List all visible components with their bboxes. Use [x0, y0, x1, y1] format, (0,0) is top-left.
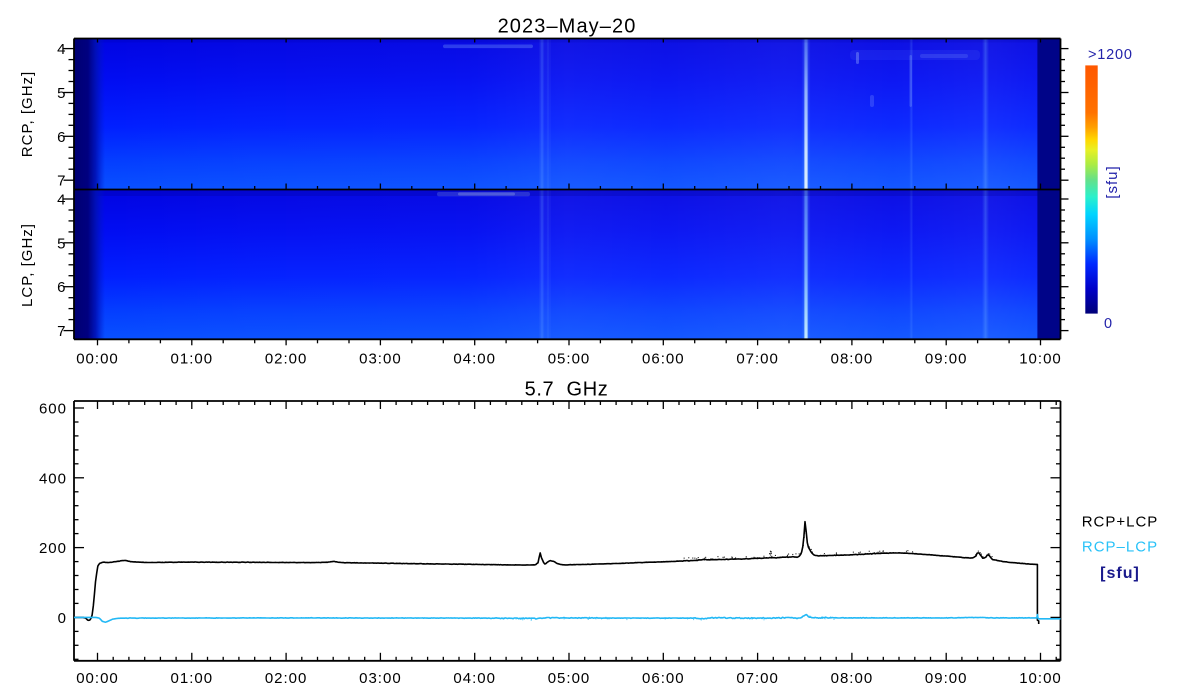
svg-text:06:00: 06:00	[642, 351, 685, 368]
svg-text:600: 600	[39, 401, 67, 418]
svg-text:0: 0	[1104, 316, 1113, 332]
svg-text:5.7 GHz: 5.7 GHz	[525, 379, 609, 401]
svg-text:RCP–LCP: RCP–LCP	[1082, 539, 1158, 556]
svg-text:10:00: 10:00	[1019, 351, 1062, 368]
svg-text:10:00: 10:00	[1019, 670, 1062, 687]
svg-text:>1200: >1200	[1088, 47, 1133, 63]
svg-text:RCP+LCP: RCP+LCP	[1082, 514, 1159, 531]
svg-text:02:00: 02:00	[265, 351, 308, 368]
svg-text:03:00: 03:00	[359, 670, 402, 687]
svg-text:5: 5	[57, 85, 66, 102]
svg-text:200: 200	[39, 540, 67, 557]
svg-text:05:00: 05:00	[548, 351, 591, 368]
svg-text:2023–May–20: 2023–May–20	[498, 16, 637, 38]
svg-text:RCP, [GHz]: RCP, [GHz]	[19, 71, 36, 157]
svg-text:04:00: 04:00	[453, 351, 496, 368]
svg-text:5: 5	[57, 235, 66, 252]
svg-text:4: 4	[57, 41, 66, 58]
svg-text:0: 0	[58, 610, 67, 627]
svg-text:07:00: 07:00	[736, 670, 779, 687]
svg-text:03:00: 03:00	[359, 351, 402, 368]
svg-text:6: 6	[57, 279, 66, 296]
svg-text:7: 7	[57, 323, 66, 340]
svg-text:[sfu]: [sfu]	[1104, 165, 1121, 198]
svg-text:00:00: 00:00	[76, 670, 119, 687]
svg-text:06:00: 06:00	[642, 670, 685, 687]
svg-text:00:00: 00:00	[76, 351, 119, 368]
svg-text:09:00: 09:00	[925, 351, 968, 368]
svg-text:08:00: 08:00	[831, 670, 874, 687]
svg-text:01:00: 01:00	[171, 351, 214, 368]
svg-text:6: 6	[57, 129, 66, 146]
svg-text:09:00: 09:00	[925, 670, 968, 687]
svg-text:05:00: 05:00	[548, 670, 591, 687]
svg-text:07:00: 07:00	[736, 351, 779, 368]
svg-text:LCP, [GHz]: LCP, [GHz]	[19, 223, 36, 307]
svg-text:[sfu]: [sfu]	[1100, 565, 1140, 582]
svg-text:400: 400	[39, 470, 67, 487]
svg-text:7: 7	[57, 173, 66, 190]
svg-text:01:00: 01:00	[171, 670, 214, 687]
svg-text:02:00: 02:00	[265, 670, 308, 687]
svg-text:4: 4	[57, 192, 66, 209]
svg-text:08:00: 08:00	[831, 351, 874, 368]
svg-text:04:00: 04:00	[453, 670, 496, 687]
